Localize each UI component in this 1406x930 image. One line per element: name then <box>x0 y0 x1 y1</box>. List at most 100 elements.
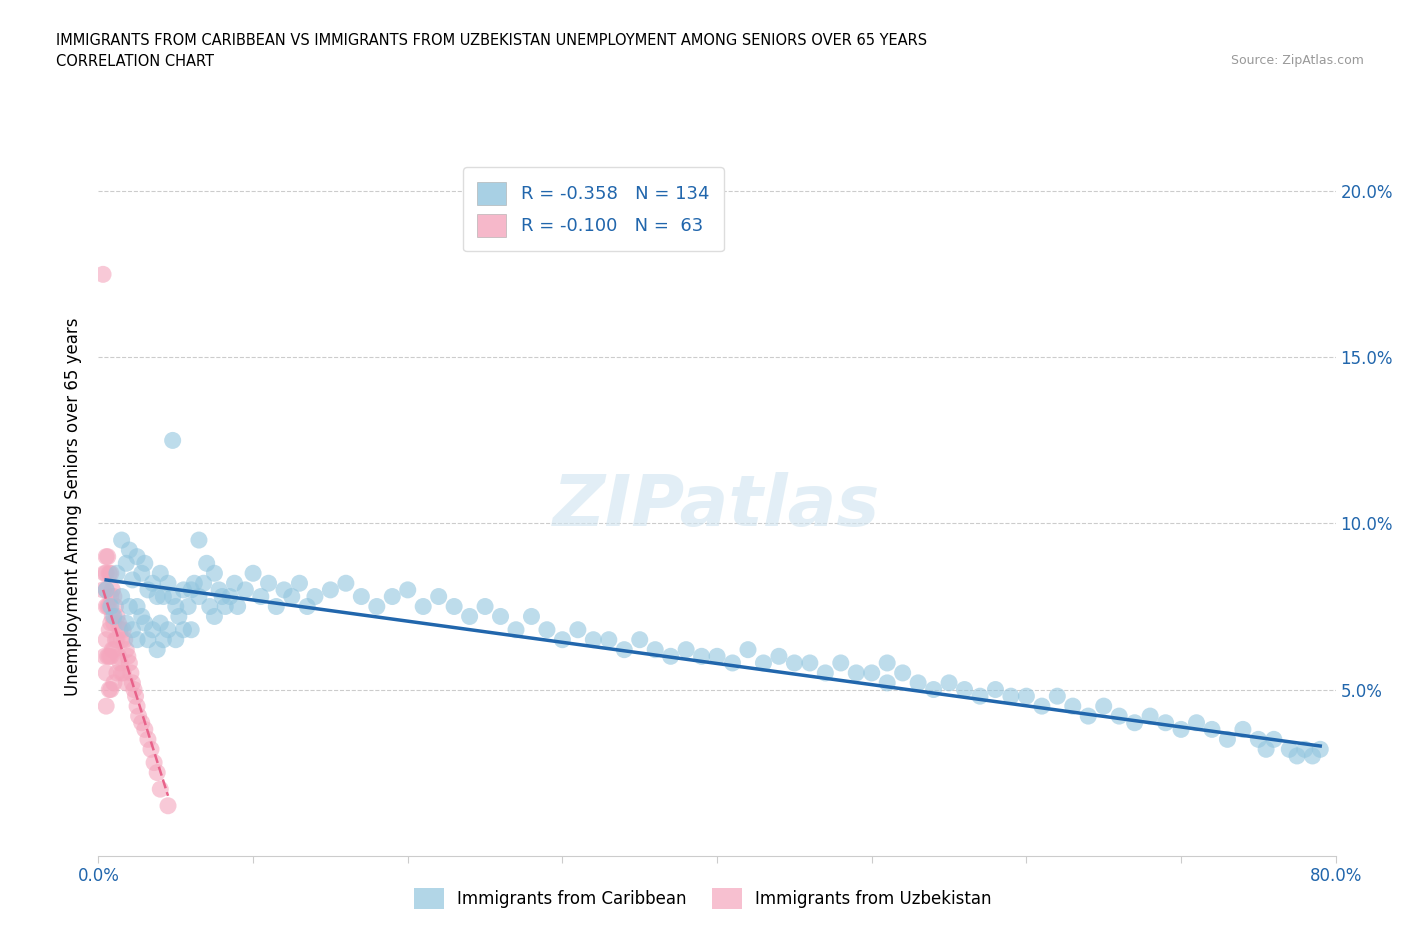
Point <box>97 550 120 565</box>
Point <box>134 722 156 737</box>
Point <box>922 682 945 697</box>
Point <box>101 582 124 597</box>
Point <box>198 599 221 614</box>
Point <box>98 649 121 664</box>
Point <box>173 622 195 637</box>
Point <box>114 632 136 647</box>
Point <box>242 565 264 580</box>
Point <box>136 582 159 597</box>
Point <box>458 609 481 624</box>
Point <box>105 565 128 580</box>
Point <box>273 582 295 597</box>
Point <box>111 589 134 604</box>
Point <box>142 622 165 637</box>
Point <box>149 782 172 797</box>
Point <box>180 622 202 637</box>
Point <box>427 589 450 604</box>
Point <box>1139 709 1161 724</box>
Point <box>266 599 288 614</box>
Point <box>1046 689 1069 704</box>
Point <box>121 675 143 690</box>
Point <box>103 589 125 604</box>
Point <box>551 632 574 647</box>
Point <box>96 565 118 580</box>
Point <box>127 550 149 565</box>
Point <box>659 649 682 664</box>
Point <box>93 565 115 580</box>
Point <box>98 622 121 637</box>
Point <box>100 589 122 604</box>
Point <box>96 666 118 681</box>
Point <box>105 609 128 624</box>
Point <box>165 599 187 614</box>
Point <box>98 599 121 614</box>
Point <box>520 609 543 624</box>
Point <box>613 643 636 658</box>
Point <box>1077 709 1099 724</box>
Point <box>1263 732 1285 747</box>
Point <box>108 656 131 671</box>
Point <box>876 675 898 690</box>
Point <box>93 649 115 664</box>
Point <box>149 616 172 631</box>
Point <box>1302 749 1324 764</box>
Point <box>195 556 218 571</box>
Point <box>984 682 1007 697</box>
Point <box>1278 742 1301 757</box>
Point <box>208 582 231 597</box>
Point <box>98 682 121 697</box>
Point <box>1015 689 1038 704</box>
Point <box>111 666 134 681</box>
Point <box>250 589 273 604</box>
Point <box>226 599 249 614</box>
Point <box>474 599 496 614</box>
Point <box>96 599 118 614</box>
Point <box>91 582 114 597</box>
Point <box>96 582 118 597</box>
Point <box>690 649 713 664</box>
Point <box>157 622 180 637</box>
Point <box>131 565 153 580</box>
Point <box>188 533 211 548</box>
Point <box>1108 709 1130 724</box>
Point <box>1062 698 1084 713</box>
Point <box>131 715 153 730</box>
Point <box>149 565 172 580</box>
Point <box>131 609 153 624</box>
Point <box>162 589 184 604</box>
Point <box>183 576 205 591</box>
Point <box>127 698 149 713</box>
Point <box>1309 742 1331 757</box>
Point <box>100 565 122 580</box>
Point <box>396 582 419 597</box>
Point <box>122 682 145 697</box>
Point <box>1232 722 1254 737</box>
Point <box>143 755 166 770</box>
Point <box>165 632 187 647</box>
Point <box>891 666 914 681</box>
Legend: R = -0.358   N = 134, R = -0.100   N =  63: R = -0.358 N = 134, R = -0.100 N = 63 <box>463 167 724 251</box>
Point <box>1123 715 1146 730</box>
Point <box>281 589 304 604</box>
Point <box>167 609 190 624</box>
Point <box>118 599 141 614</box>
Point <box>969 689 991 704</box>
Point <box>1031 698 1053 713</box>
Point <box>706 649 728 664</box>
Point <box>381 589 404 604</box>
Point <box>97 649 120 664</box>
Point <box>105 666 128 681</box>
Point <box>101 643 124 658</box>
Point <box>752 656 775 671</box>
Point <box>1247 732 1270 747</box>
Point <box>567 622 589 637</box>
Point <box>115 643 138 658</box>
Point <box>224 576 246 591</box>
Point <box>505 622 527 637</box>
Point <box>104 632 127 647</box>
Point <box>101 609 124 624</box>
Point <box>193 576 215 591</box>
Y-axis label: Unemployment Among Seniors over 65 years: Unemployment Among Seniors over 65 years <box>65 318 83 696</box>
Point <box>103 643 125 658</box>
Point <box>111 533 134 548</box>
